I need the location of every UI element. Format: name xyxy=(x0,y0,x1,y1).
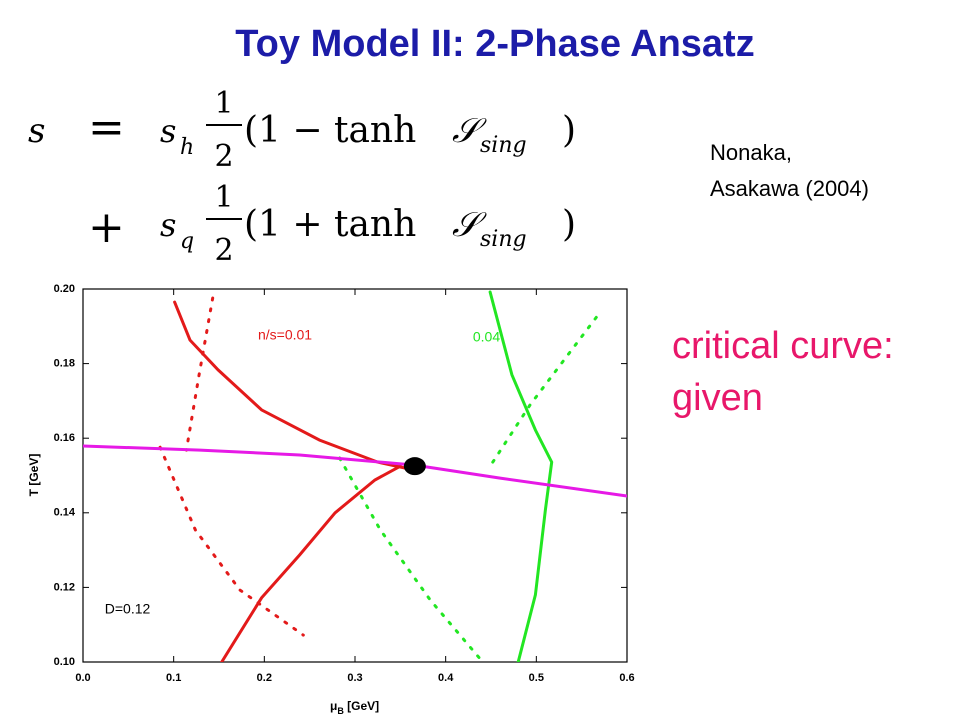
plot-area xyxy=(83,290,627,662)
note: critical curve: xyxy=(672,325,894,367)
eq-num: 1 xyxy=(214,180,233,215)
x-axis-title-unit: [GeV] xyxy=(344,699,379,713)
x-tick-label: 0.0 xyxy=(75,672,90,684)
eq-den: 2 xyxy=(214,233,233,268)
curve xyxy=(83,444,627,498)
y-tick-label: 0.14 xyxy=(54,507,76,519)
critical-point xyxy=(403,457,426,476)
eq-sub: q xyxy=(180,229,194,254)
citation: Nonaka, xyxy=(710,140,792,165)
x-tick-label: 0.1 xyxy=(166,672,181,684)
y-tick-label: 0.20 xyxy=(54,283,75,295)
eq-ssub: sing xyxy=(480,133,527,158)
x-axis-title: μB [GeV] xyxy=(330,699,379,716)
y-tick-label: 0.16 xyxy=(54,432,75,444)
curve xyxy=(158,296,305,637)
y-tick-label: 0.10 xyxy=(54,656,75,668)
x-axis-title-symbol: μ xyxy=(330,699,337,713)
citation: Asakawa (2004) xyxy=(710,176,869,201)
annotation: n/s=0.01 xyxy=(258,327,312,343)
eq-op: = xyxy=(88,102,125,153)
x-tick-label: 0.6 xyxy=(619,672,634,684)
x-tick-label: 0.4 xyxy=(438,672,454,684)
x-tick-label: 0.2 xyxy=(257,672,272,684)
eq-symbol: s xyxy=(160,112,176,150)
eq-sub: h xyxy=(180,135,194,160)
curve xyxy=(220,464,402,662)
eq-body: (1 − tanh xyxy=(244,110,416,151)
eq-close: ) xyxy=(562,204,576,245)
eq-close: ) xyxy=(562,110,576,151)
eq-symbol: s xyxy=(160,206,176,244)
curve xyxy=(488,290,554,662)
eq-body: (1 + tanh xyxy=(244,204,416,245)
slide-title: Toy Model II: 2-Phase Ansatz xyxy=(235,23,754,65)
note: given xyxy=(672,377,763,419)
eq-op: + xyxy=(88,202,125,253)
eq-lhs: s xyxy=(28,111,45,151)
eq-den: 2 xyxy=(214,139,233,174)
x-axis-title-sub: B xyxy=(337,706,344,716)
y-tick-label: 0.18 xyxy=(54,358,75,370)
annotation: 0.04 xyxy=(473,329,500,345)
x-tick-label: 0.5 xyxy=(529,672,544,684)
curve xyxy=(338,313,600,662)
eq-num: 1 xyxy=(214,86,233,121)
y-tick-label: 0.12 xyxy=(54,581,75,593)
plot-frame xyxy=(82,288,628,663)
annotation: D=0.12 xyxy=(105,600,151,616)
equation: s = s h 1 2 (1 − tanh 𝒮 sing ) + s q 1 2… xyxy=(28,86,576,268)
x-tick-label: 0.3 xyxy=(347,672,362,684)
eq-ssub: sing xyxy=(480,227,527,252)
y-axis-title: T [GeV] xyxy=(27,454,41,497)
